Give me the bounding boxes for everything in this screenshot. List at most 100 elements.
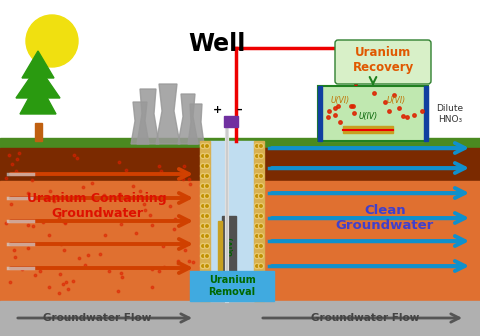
Circle shape [256,175,258,177]
Circle shape [259,284,264,289]
Circle shape [259,173,264,178]
Circle shape [260,195,262,197]
Text: Uranium
Removal: Uranium Removal [208,275,255,297]
Polygon shape [22,51,54,78]
Text: +: + [212,105,222,115]
Circle shape [201,194,205,199]
Circle shape [256,165,258,167]
Text: Well: Well [188,32,246,56]
Bar [224,116,238,127]
Text: Dilute
HNO₃: Dilute HNO₃ [436,104,464,124]
Circle shape [206,285,208,287]
Bar [318,86,428,141]
Circle shape [206,235,208,237]
Circle shape [206,215,208,217]
Bar [0,138,480,148]
Bar [35,123,42,141]
Circle shape [202,175,204,177]
Circle shape [202,225,204,227]
Circle shape [204,234,209,239]
Circle shape [202,275,204,277]
Circle shape [204,223,209,228]
Circle shape [204,204,209,209]
Circle shape [201,234,205,239]
Text: U(IV): U(IV) [227,236,233,256]
Circle shape [204,213,209,218]
Circle shape [256,295,258,297]
Bar [200,141,210,301]
Circle shape [254,154,260,159]
Circle shape [202,195,204,197]
Circle shape [254,183,260,188]
Circle shape [201,263,205,268]
Circle shape [204,173,209,178]
Circle shape [204,164,209,168]
Circle shape [254,143,260,149]
Circle shape [202,165,204,167]
Circle shape [259,213,264,218]
Circle shape [256,205,258,207]
Circle shape [259,204,264,209]
Circle shape [260,215,262,217]
Circle shape [260,145,262,147]
Circle shape [259,263,264,268]
Bar [0,0,480,141]
Text: Recovery: Recovery [352,61,414,75]
Circle shape [204,253,209,258]
Circle shape [204,284,209,289]
Circle shape [206,245,208,247]
Text: U(VI): U(VI) [330,96,349,105]
FancyBboxPatch shape [335,40,431,84]
Bar [254,141,264,301]
Bar [210,141,254,301]
Text: Groundwater Flow: Groundwater Flow [311,313,419,323]
Circle shape [26,15,78,67]
Circle shape [201,213,205,218]
Bar [0,301,480,336]
Circle shape [260,155,262,157]
Circle shape [260,165,262,167]
Circle shape [206,265,208,267]
Circle shape [260,255,262,257]
Circle shape [260,205,262,207]
Circle shape [259,244,264,249]
Circle shape [254,284,260,289]
Circle shape [254,213,260,218]
Circle shape [202,235,204,237]
Text: –: – [236,105,242,115]
Circle shape [254,274,260,279]
Bar [0,148,480,181]
Circle shape [256,155,258,157]
Circle shape [201,143,205,149]
Bar [190,271,274,301]
Circle shape [206,165,208,167]
Circle shape [254,223,260,228]
Polygon shape [20,81,56,114]
Polygon shape [188,104,204,144]
Circle shape [206,295,208,297]
Circle shape [259,154,264,159]
Circle shape [256,275,258,277]
Circle shape [260,235,262,237]
Circle shape [204,294,209,298]
Polygon shape [178,94,198,144]
Circle shape [204,194,209,199]
Circle shape [201,183,205,188]
Circle shape [201,244,205,249]
Circle shape [254,204,260,209]
Circle shape [206,195,208,197]
Circle shape [256,185,258,187]
Bar [424,86,428,141]
Circle shape [260,285,262,287]
Circle shape [256,265,258,267]
Circle shape [254,234,260,239]
Bar [222,216,236,276]
Circle shape [260,295,262,297]
Bar [318,86,322,141]
Circle shape [202,295,204,297]
Circle shape [259,294,264,298]
Bar [343,126,393,133]
Text: Groundwater Flow: Groundwater Flow [43,313,151,323]
Circle shape [260,175,262,177]
Circle shape [201,274,205,279]
